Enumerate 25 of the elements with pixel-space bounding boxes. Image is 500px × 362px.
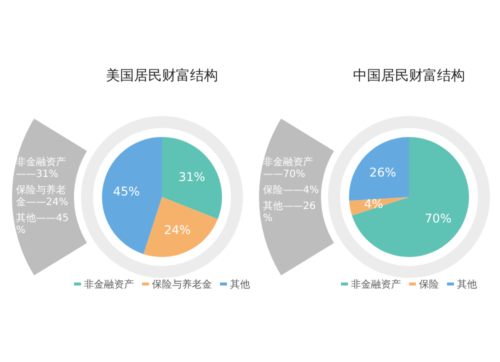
legend-label: 保险 bbox=[419, 278, 439, 290]
data-label: 45% bbox=[113, 184, 140, 199]
data-label: 70% bbox=[424, 211, 452, 226]
legend-label: 非金融资产 bbox=[84, 278, 134, 290]
pie-slice bbox=[162, 137, 222, 220]
chart-title: 美国居民财富结构 bbox=[106, 68, 218, 84]
data-label: 4% bbox=[364, 196, 384, 211]
pie-slice bbox=[349, 137, 409, 201]
legend-label: 其他 bbox=[457, 278, 477, 290]
pie-slice bbox=[143, 197, 218, 257]
legend-label: 非金融资产 bbox=[351, 278, 401, 290]
pie-slice bbox=[352, 137, 469, 257]
text: 其他——26% bbox=[263, 200, 316, 224]
text: 保险与养老金——24% bbox=[16, 184, 68, 208]
text: 保险——4% bbox=[263, 184, 319, 196]
data-label: 24% bbox=[164, 222, 191, 237]
text: 其他——45% bbox=[16, 212, 69, 236]
chart-title: 中国居民财富结构 bbox=[353, 68, 465, 84]
legend-label: 保险与养老金 bbox=[152, 278, 212, 290]
text: 非金融资产——70% bbox=[263, 156, 313, 180]
pie-slice bbox=[102, 137, 162, 254]
data-label: 26% bbox=[369, 166, 396, 180]
data-label: 31% bbox=[178, 170, 206, 184]
legend-label: 其他 bbox=[230, 278, 250, 290]
text: 非金融资产——31% bbox=[16, 156, 66, 180]
